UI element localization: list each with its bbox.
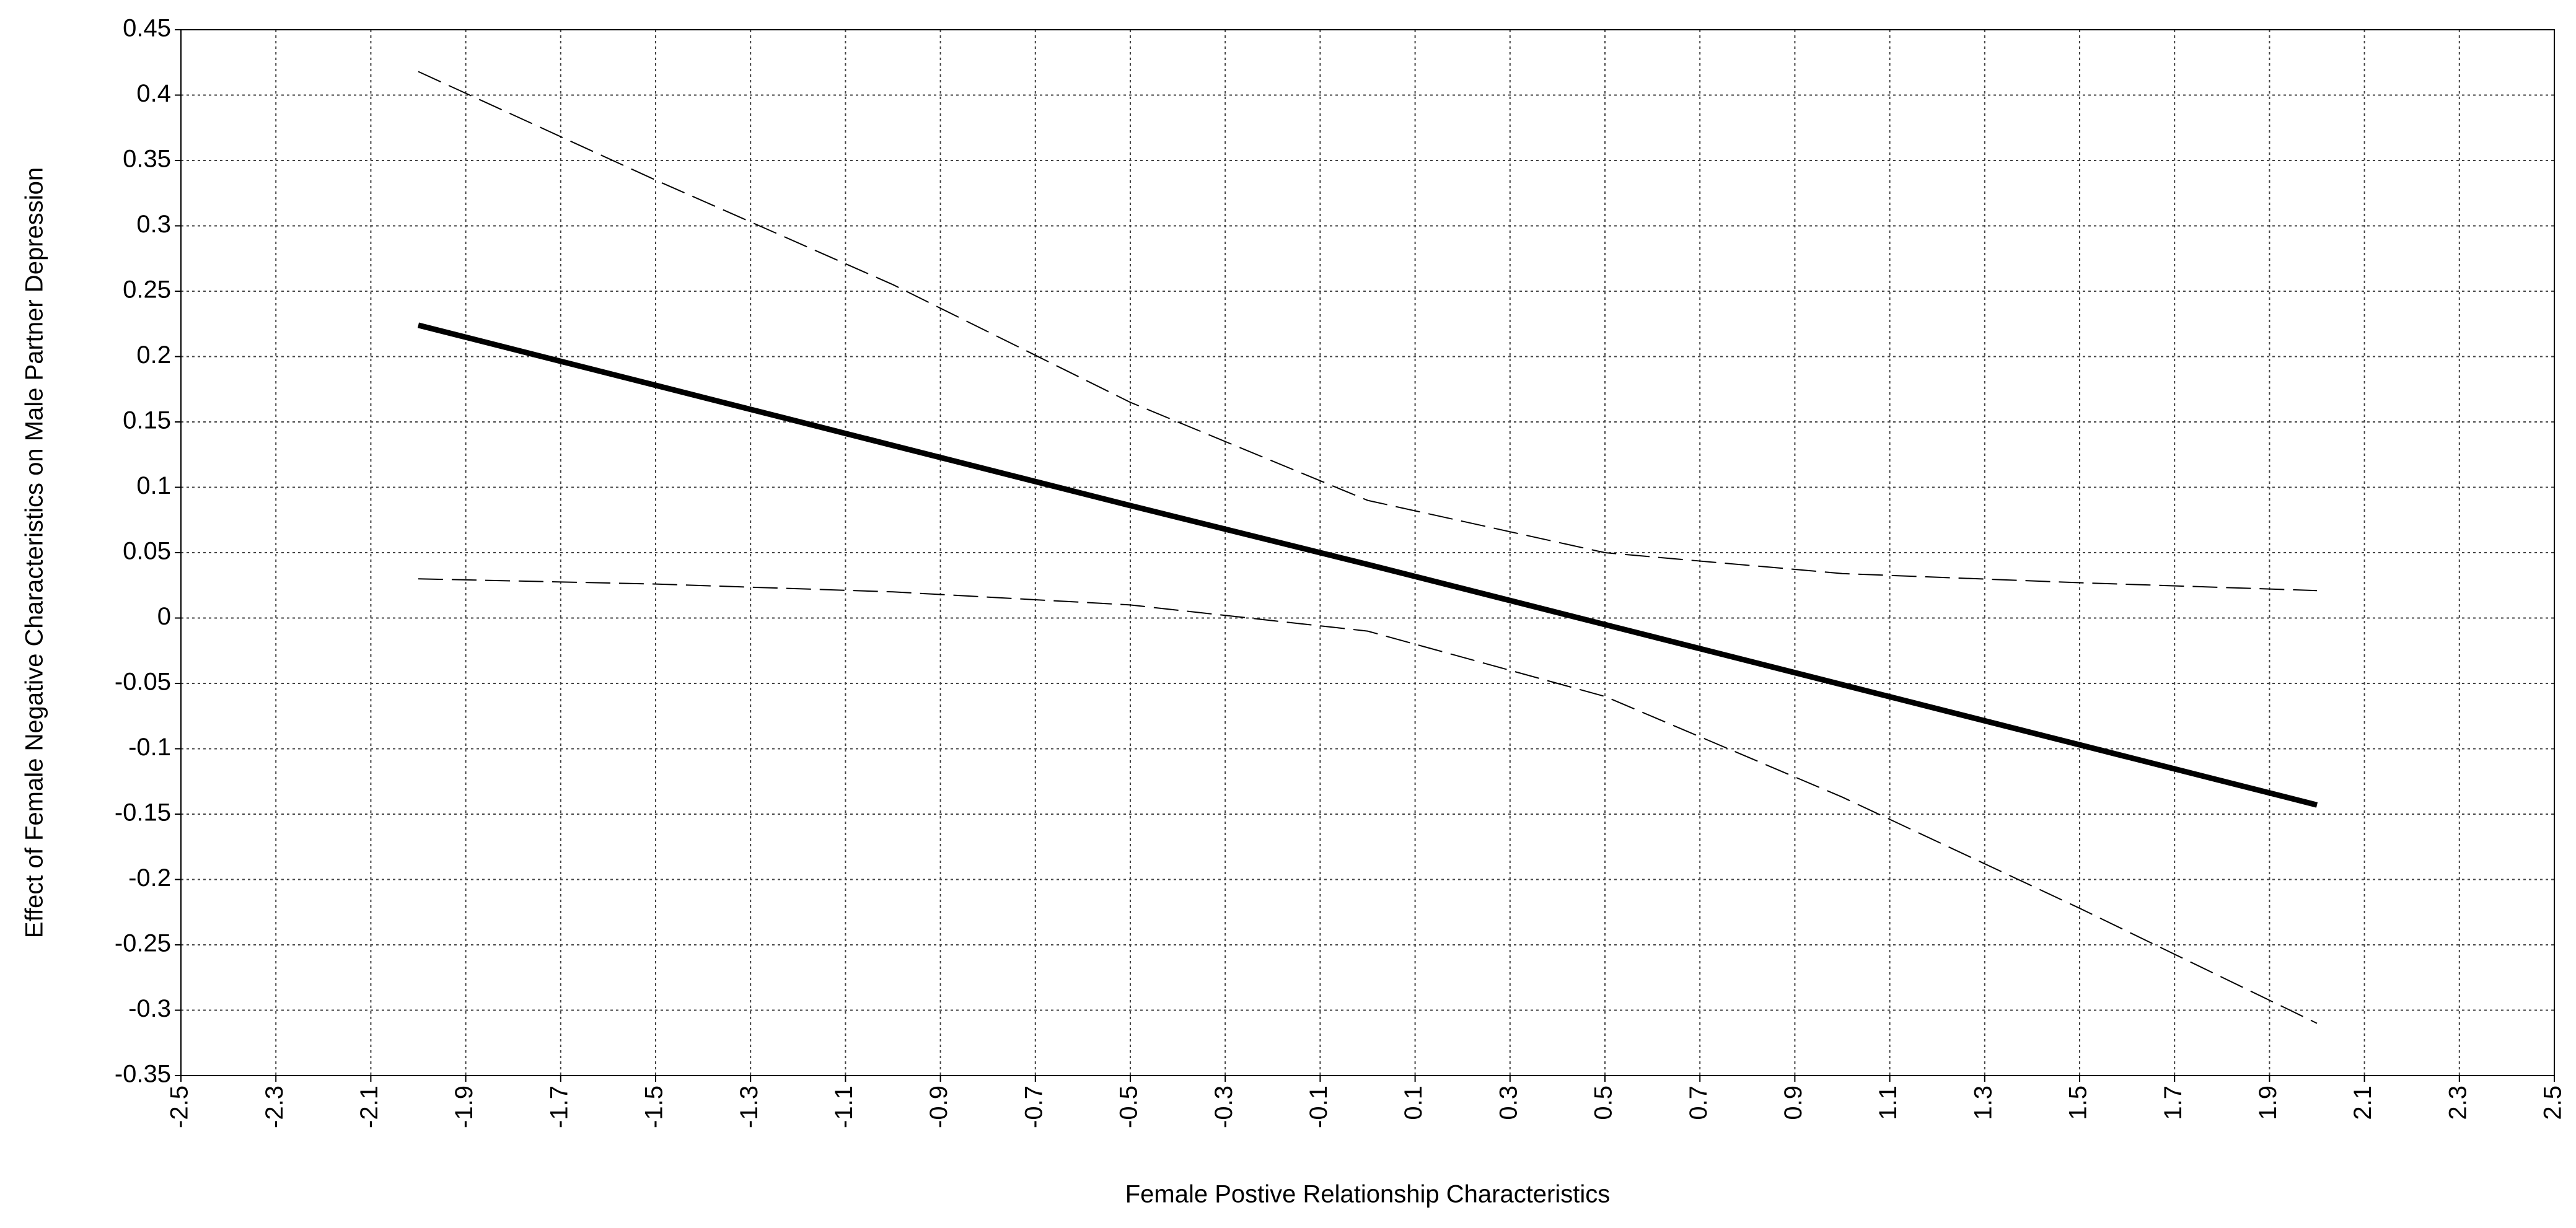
x-tick-label: 1.5	[2065, 1085, 2092, 1120]
x-tick-label: -1.1	[830, 1085, 858, 1128]
x-tick-label: 1.7	[2160, 1085, 2187, 1120]
y-tick-label: 0.15	[123, 407, 171, 434]
y-tick-label: -0.2	[128, 864, 171, 892]
x-tick-label: -2.3	[261, 1085, 288, 1128]
y-tick-label: -0.1	[128, 734, 171, 761]
y-tick-label: -0.35	[115, 1061, 171, 1088]
x-tick-label: 2.5	[2539, 1085, 2567, 1120]
x-tick-label: -1.3	[736, 1085, 763, 1128]
y-tick-label: 0.25	[123, 276, 171, 304]
x-tick-label: 2.3	[2444, 1085, 2471, 1120]
series-line	[418, 71, 2318, 592]
x-tick-label: 1.1	[1875, 1085, 1902, 1120]
y-tick-label: -0.3	[128, 995, 171, 1022]
y-tick-label: 0.4	[136, 80, 171, 107]
y-axis-label: Effect of Female Negative Characteristic…	[21, 167, 48, 938]
x-tick-label: 0.9	[1780, 1085, 1807, 1120]
y-tick-label: 0	[157, 603, 171, 630]
x-tick-label: -0.3	[1210, 1085, 1237, 1128]
x-tick-label: 1.3	[1969, 1085, 1997, 1120]
y-tick-label: 0.35	[123, 146, 171, 173]
x-tick-label: -2.1	[356, 1085, 383, 1128]
y-tick-label: 0.2	[136, 341, 171, 369]
y-tick-label: 0.3	[136, 211, 171, 238]
y-tick-label: 0.1	[136, 472, 171, 499]
x-tick-label: -1.7	[545, 1085, 573, 1128]
x-tick-label: -0.7	[1020, 1085, 1047, 1128]
y-tick-label: 0.45	[123, 15, 171, 42]
y-tick-label: -0.25	[115, 930, 171, 957]
x-tick-label: -1.5	[641, 1085, 668, 1128]
x-tick-label: 2.1	[2349, 1085, 2376, 1120]
plot-frame	[180, 29, 2555, 1076]
x-tick-label: 0.5	[1590, 1085, 1617, 1120]
series-line	[418, 578, 2318, 1024]
y-tick-label: 0.05	[123, 538, 171, 565]
x-axis-label: Female Postive Relationship Characterist…	[1125, 1181, 1611, 1208]
x-tick-label: 1.9	[2254, 1085, 2282, 1120]
y-tick-label: -0.15	[115, 799, 171, 827]
x-tick-label: -2.5	[166, 1085, 193, 1128]
x-tick-label: -0.5	[1115, 1085, 1143, 1128]
x-tick-label: 0.7	[1685, 1085, 1712, 1120]
series-line	[417, 322, 2318, 808]
x-tick-label: -0.9	[925, 1085, 952, 1128]
x-tick-label: 0.1	[1400, 1085, 1427, 1120]
y-tick-label: -0.05	[115, 669, 171, 696]
x-tick-label: 0.3	[1495, 1085, 1522, 1120]
x-tick-label: -0.1	[1305, 1085, 1332, 1128]
x-tick-label: -1.9	[451, 1085, 478, 1128]
